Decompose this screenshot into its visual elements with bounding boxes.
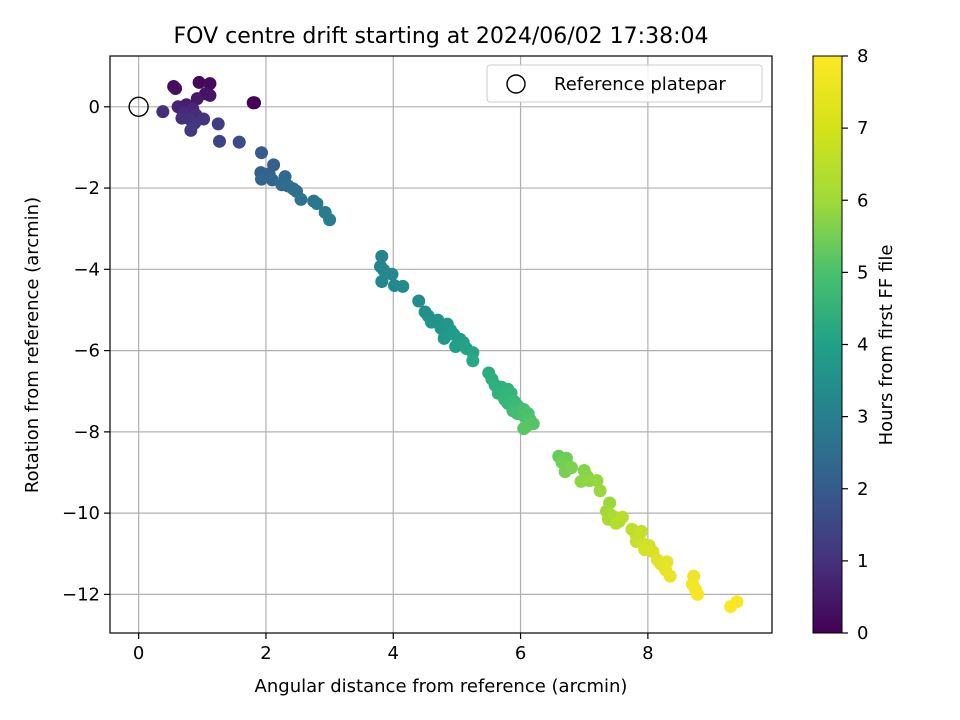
scatter-point — [424, 315, 438, 329]
scatter-point — [184, 123, 198, 137]
scatter-point — [232, 135, 246, 149]
scatter-point — [375, 249, 389, 263]
scatter-point — [615, 510, 629, 524]
plot-frame — [109, 55, 773, 634]
y-axis-ticks: 0 −2 −4 −6 −8 −10 −12 — [62, 97, 110, 605]
scatter-point — [265, 173, 279, 187]
x-axis-label: Angular distance from reference (arcmin) — [255, 676, 628, 697]
scatter-point — [169, 82, 183, 96]
scatter-point — [246, 96, 260, 110]
scatter-point — [323, 213, 337, 227]
scatter-point — [385, 267, 399, 281]
scatter-point — [590, 474, 604, 488]
scatter-point — [203, 88, 217, 102]
legend: Reference platepar — [486, 64, 763, 103]
scatter-point — [203, 77, 217, 91]
scatter-point — [691, 587, 705, 601]
colorbar-ticks: 0 1 2 3 4 5 6 7 8 — [842, 46, 868, 644]
scatter-point — [663, 569, 677, 583]
scatter-point — [526, 417, 540, 431]
scatter-point — [192, 75, 206, 89]
scatter-point — [211, 117, 225, 131]
x-axis-ticks: 0 2 4 6 8 — [133, 633, 654, 664]
scatter-point — [254, 172, 268, 186]
legend-label: Reference platepar — [554, 74, 726, 95]
scatter-point — [517, 422, 531, 436]
data-points — [128, 75, 744, 614]
y-tick-label: 0 — [89, 97, 100, 118]
colorbar-tick-label: 2 — [857, 479, 868, 500]
scatter-point — [635, 524, 649, 538]
y-tick-label: −2 — [73, 178, 100, 199]
scatter-point — [212, 134, 226, 148]
y-tick-label: −12 — [62, 584, 100, 605]
scatter-point — [564, 461, 578, 475]
colorbar-tick-label: 8 — [857, 46, 868, 67]
x-tick-label: 2 — [260, 643, 271, 664]
scatter-point — [375, 275, 389, 289]
colorbar-tick-label: 0 — [857, 623, 868, 644]
colorbar-tick-label: 3 — [857, 407, 868, 428]
scatter-point — [310, 197, 324, 211]
y-tick-label: −4 — [73, 259, 100, 280]
scatter-point — [730, 595, 744, 609]
x-tick-label: 0 — [133, 643, 144, 664]
colorbar-tick-label: 7 — [857, 118, 868, 139]
scatter-point — [254, 146, 268, 160]
scatter-point — [190, 92, 204, 106]
x-tick-label: 8 — [642, 643, 653, 664]
scatter-point — [593, 484, 607, 498]
colorbar-gradient — [812, 55, 843, 634]
colorbar: 0 1 2 3 4 5 6 7 8 Hours from first FF file — [812, 46, 897, 644]
colorbar-tick-label: 5 — [857, 262, 868, 283]
scatter-point — [412, 294, 426, 308]
reference-platepar-marker — [128, 96, 149, 117]
colorbar-tick-label: 1 — [857, 551, 868, 572]
scatter-point — [396, 279, 410, 293]
legend-marker-icon — [506, 74, 526, 94]
colorbar-tick-label: 6 — [857, 190, 868, 211]
x-tick-label: 4 — [388, 643, 399, 664]
y-tick-label: −8 — [73, 422, 100, 443]
legend-box — [486, 64, 763, 103]
chart-title: FOV centre drift starting at 2024/06/02 … — [174, 24, 709, 49]
y-axis-label: Rotation from reference (arcmin) — [22, 197, 43, 493]
y-tick-label: −10 — [62, 503, 100, 524]
scatter-point — [466, 354, 480, 368]
colorbar-tick-label: 4 — [857, 335, 868, 356]
y-tick-label: −6 — [73, 341, 100, 362]
scatter-point — [156, 105, 170, 119]
colorbar-label: Hours from first FF file — [876, 245, 897, 446]
grid — [110, 56, 772, 633]
x-tick-label: 6 — [515, 643, 526, 664]
scatter-point — [294, 192, 308, 206]
